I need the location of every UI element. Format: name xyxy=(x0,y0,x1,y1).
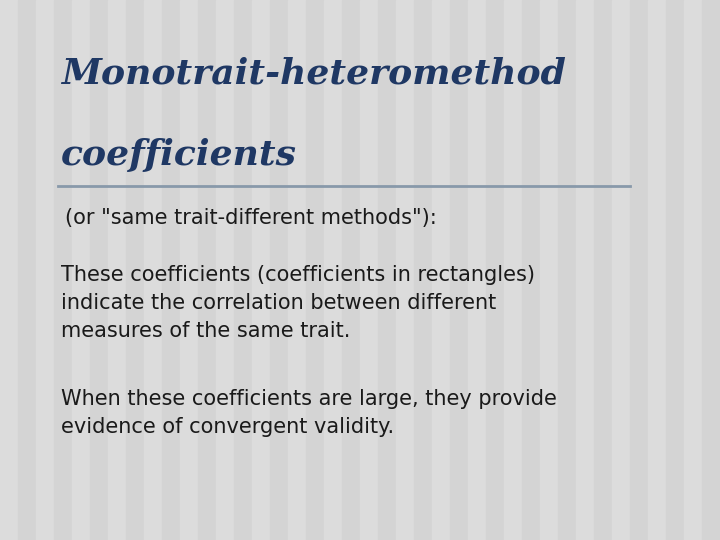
Bar xyxy=(396,0,414,540)
Bar xyxy=(306,0,324,540)
Bar xyxy=(288,0,306,540)
Bar xyxy=(594,0,612,540)
Bar xyxy=(558,0,576,540)
Text: Monotrait-heteromethod: Monotrait-heteromethod xyxy=(61,57,566,91)
Text: coefficients: coefficients xyxy=(61,138,297,172)
Bar xyxy=(486,0,504,540)
Bar xyxy=(18,0,36,540)
Bar xyxy=(648,0,666,540)
Bar xyxy=(144,0,162,540)
Bar xyxy=(108,0,126,540)
Bar xyxy=(342,0,360,540)
Bar xyxy=(468,0,486,540)
Bar xyxy=(612,0,630,540)
Bar xyxy=(54,0,72,540)
Bar xyxy=(666,0,684,540)
Bar xyxy=(126,0,144,540)
Text: (or "same trait-different methods"):: (or "same trait-different methods"): xyxy=(65,208,436,228)
Bar xyxy=(702,0,720,540)
Bar xyxy=(234,0,252,540)
Bar xyxy=(414,0,432,540)
Bar xyxy=(378,0,396,540)
Bar xyxy=(252,0,270,540)
Bar xyxy=(216,0,234,540)
Text: When these coefficients are large, they provide
evidence of convergent validity.: When these coefficients are large, they … xyxy=(61,389,557,437)
Bar xyxy=(72,0,90,540)
Text: These coefficients (coefficients in rectangles)
indicate the correlation between: These coefficients (coefficients in rect… xyxy=(61,265,535,341)
Bar xyxy=(162,0,180,540)
Bar xyxy=(432,0,450,540)
Bar xyxy=(90,0,108,540)
Bar xyxy=(324,0,342,540)
Bar xyxy=(684,0,702,540)
Bar xyxy=(522,0,540,540)
Bar xyxy=(504,0,522,540)
Bar xyxy=(630,0,648,540)
Bar xyxy=(540,0,558,540)
Bar xyxy=(0,0,18,540)
Bar xyxy=(576,0,594,540)
Bar xyxy=(180,0,198,540)
Bar xyxy=(360,0,378,540)
Bar xyxy=(450,0,468,540)
Bar xyxy=(270,0,288,540)
Bar xyxy=(198,0,216,540)
Bar xyxy=(36,0,54,540)
